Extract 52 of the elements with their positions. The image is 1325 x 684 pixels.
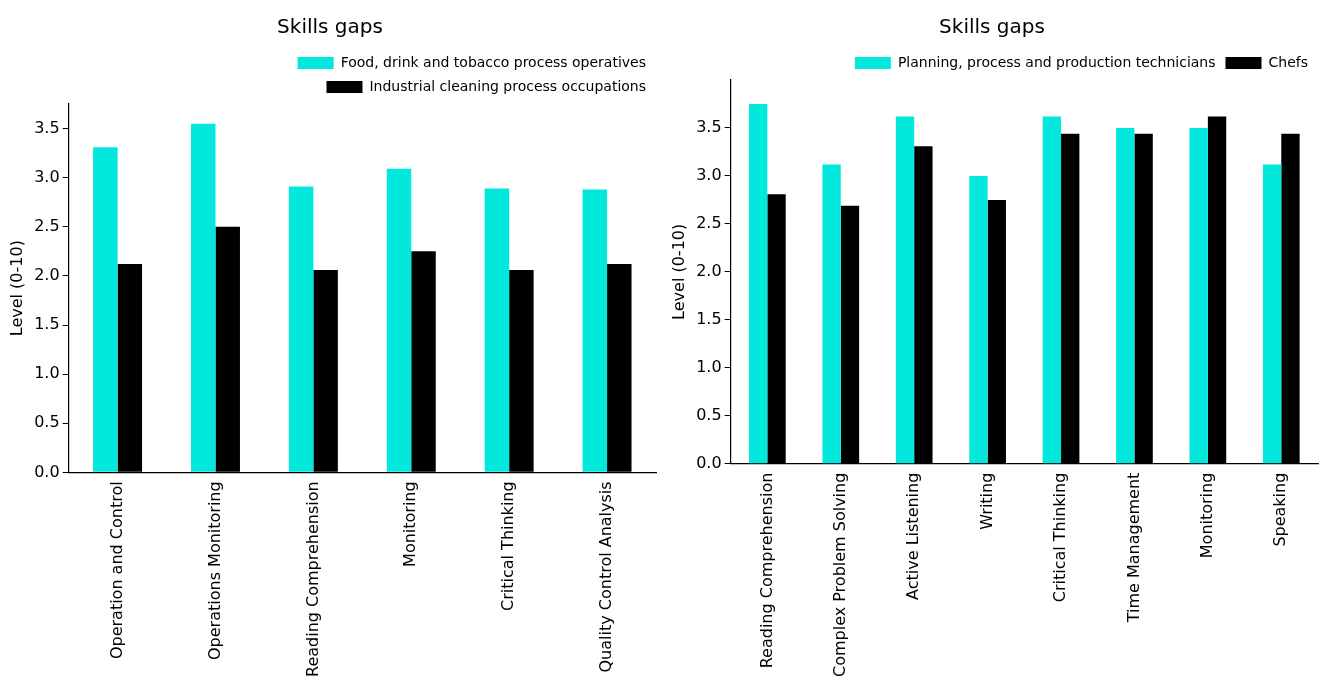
x-tick-label: Writing [976,472,996,530]
y-tick-label: 2.0 [34,265,60,285]
bar [191,123,216,472]
y-axis-title: Level (0-10) [6,240,26,337]
x-tick-label: Active Listening [903,472,923,600]
bar [1189,127,1208,464]
y-tick-label: 1.0 [696,356,722,376]
y-tick-label: 1.5 [34,314,60,334]
y-tick-label: 0.5 [34,412,60,432]
bar [93,147,118,472]
y-axis-title: Level (0-10) [668,223,688,320]
y-tick-label: 1.5 [696,308,722,328]
bar [749,103,768,464]
x-tick-label: Operations Monitoring [204,481,224,660]
bar [386,168,412,472]
bar [1116,127,1135,464]
chart-title: Skills gaps [277,14,383,39]
x-tick-label: Critical Thinking [1050,472,1070,603]
bar [895,116,915,464]
x-tick-label: Time Management [1123,472,1143,624]
y-tick-label: 2.5 [34,215,60,235]
y-tick-label: 0.0 [34,461,60,481]
x-tick-label: Reading Comprehension [756,472,776,669]
bar [1042,116,1062,464]
bar [969,175,988,464]
x-tick-label: Reading Comprehension [302,481,322,677]
x-tick-label: Complex Problem Solving [829,472,849,678]
bar [484,188,510,472]
y-tick-label: 0.0 [696,452,722,472]
y-tick-label: 3.5 [696,117,722,137]
legend-label: Planning, process and production technicians [897,53,1216,70]
legend-label: Industrial cleaning process occupations [369,77,647,94]
bar [822,164,841,464]
y-tick-label: 1.0 [34,363,60,383]
bar [1262,164,1282,464]
y-tick-label: 3.0 [34,166,60,186]
x-tick-label: Operation and Control [106,481,126,660]
y-tick-label: 3.0 [696,165,722,185]
legend-label: Food, drink and tobacco process operatives [340,53,646,70]
x-tick-label: Monitoring [400,481,420,567]
chart-title: Skills gaps [939,14,1045,39]
y-tick-label: 2.0 [696,260,722,280]
x-tick-label: Critical Thinking [498,481,518,611]
x-tick-label: Speaking [1270,472,1290,547]
bar [288,186,314,472]
y-tick-label: 0.5 [696,404,722,424]
legend-label: Chefs [1268,53,1308,70]
y-tick-label: 2.5 [696,213,722,233]
x-tick-label: Quality Control Analysis [596,481,616,673]
y-tick-label: 3.5 [34,117,60,137]
bar [582,189,608,472]
x-tick-label: Monitoring [1197,472,1217,559]
